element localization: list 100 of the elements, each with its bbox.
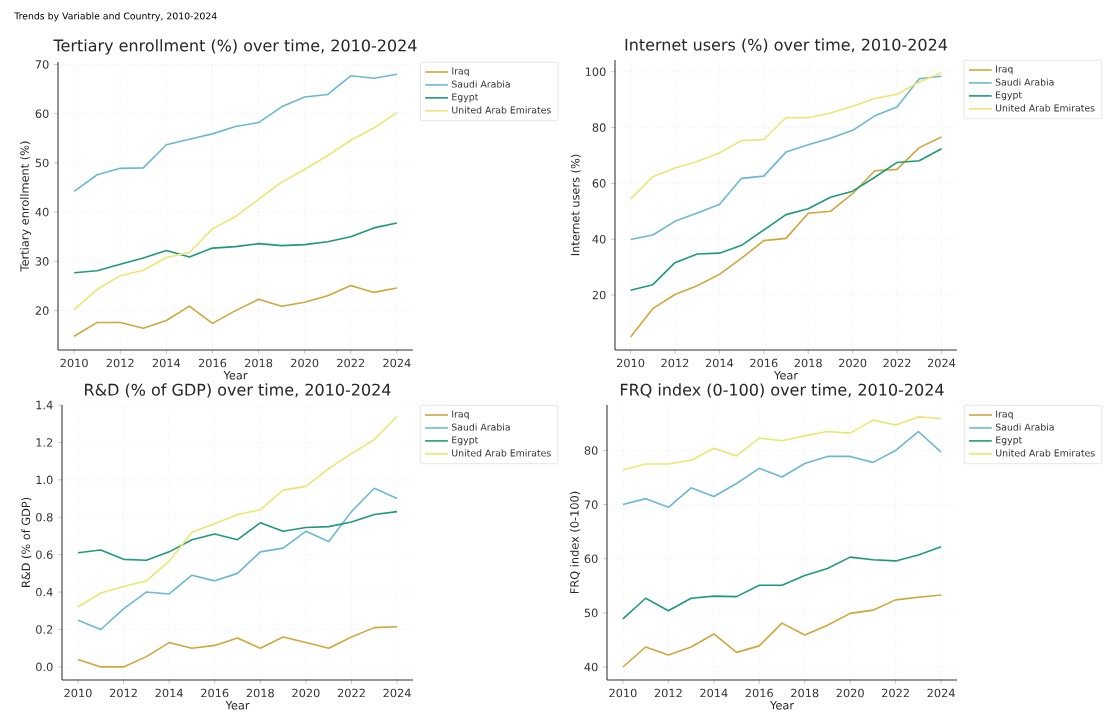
- x-tick-label: 2010: [616, 358, 645, 368]
- line-series: [77, 487, 398, 631]
- x-tick-label: 2024: [927, 688, 955, 698]
- line-series: [77, 510, 398, 562]
- x-tick-label: 2014: [705, 358, 734, 368]
- line-series: [73, 222, 398, 274]
- chart-title: FRQ index (0-100) over time, 2010-2024: [620, 383, 944, 398]
- chart-title: R&D (% of GDP) over time, 2010-2024: [85, 383, 391, 398]
- line-series: [622, 430, 942, 509]
- y-tick-label: 40: [592, 234, 606, 244]
- y-tick-label: 100: [585, 67, 606, 77]
- y-tick-label: 40: [35, 207, 49, 217]
- x-tick-label: 2024: [383, 358, 411, 368]
- x-tick-label: 2024: [927, 358, 956, 368]
- y-axis-title: Tertiary enrollment (%): [20, 141, 32, 272]
- line-series: [622, 594, 942, 668]
- x-tick-label: 2020: [291, 358, 319, 368]
- legend-label: Iraq: [996, 65, 1013, 75]
- x-tick-label: 2020: [839, 358, 867, 368]
- y-tick-label: 0.8: [36, 512, 53, 522]
- x-tick-label: 2010: [60, 358, 88, 368]
- y-tick-label: 0.0: [36, 662, 53, 672]
- y-tick-label: 60: [35, 109, 49, 118]
- y-tick-label: 1.4: [36, 400, 53, 410]
- legend-label: Iraq: [452, 67, 469, 77]
- legend-label: Saudi Arabia: [452, 80, 510, 88]
- legend-label: United Arab Emirates: [995, 104, 1095, 112]
- legend-label: United Arab Emirates: [452, 106, 551, 114]
- y-tick-label: 70: [35, 60, 49, 69]
- x-tick-label: 2012: [661, 358, 689, 368]
- x-axis-title: Year: [773, 371, 799, 380]
- legend-label: Saudi Arabia: [451, 423, 510, 431]
- y-tick-label: 50: [35, 158, 49, 168]
- y-tick-label: 40: [584, 662, 598, 672]
- x-tick-label: 2012: [654, 688, 682, 698]
- line-series: [73, 111, 398, 311]
- x-tick-label: 2010: [609, 688, 637, 698]
- x-tick-label: 2016: [198, 358, 227, 368]
- legend-label: Egypt: [996, 91, 1022, 101]
- y-tick-label: 0.4: [36, 587, 53, 597]
- x-tick-label: 2022: [882, 688, 909, 698]
- line-series: [629, 72, 943, 200]
- y-tick-label: 20: [35, 306, 49, 315]
- legend-label: Iraq: [996, 410, 1013, 420]
- y-axis-title: FRQ index (0-100): [569, 491, 581, 594]
- x-tick-label: 2012: [109, 688, 137, 698]
- y-tick-label: 1.2: [36, 438, 53, 447]
- x-tick-label: 2018: [246, 688, 274, 698]
- x-tick-label: 2018: [244, 358, 273, 368]
- y-axis-title: Internet users (%): [570, 154, 581, 256]
- line-series: [77, 625, 398, 668]
- line-series: [622, 416, 942, 471]
- x-tick-label: 2014: [152, 358, 181, 368]
- text: Trends by Variable and Country, 2010-2024: [14, 12, 217, 22]
- x-tick-label: 2014: [700, 688, 728, 698]
- line-series: [73, 284, 398, 338]
- legend-label: Iraq: [452, 410, 469, 420]
- x-tick-label: 2016: [750, 358, 778, 368]
- y-tick-label: 0.2: [36, 625, 53, 634]
- x-tick-label: 2022: [883, 358, 911, 368]
- x-tick-label: 2016: [745, 688, 773, 698]
- y-tick-label: 70: [584, 500, 598, 509]
- legend-label: Egypt: [996, 436, 1023, 446]
- x-axis-title: Year: [223, 371, 248, 380]
- x-tick-label: 2024: [383, 688, 411, 698]
- x-tick-label: 2022: [337, 358, 365, 368]
- x-tick-label: 2018: [791, 688, 819, 698]
- y-tick-label: 60: [592, 179, 606, 188]
- x-tick-label: 2014: [155, 688, 183, 698]
- legend-label: United Arab Emirates: [996, 449, 1095, 457]
- x-tick-label: 2016: [201, 688, 229, 698]
- x-axis-title: Year: [225, 701, 250, 710]
- legend-label: United Arab Emirates: [452, 449, 551, 457]
- x-tick-label: 2022: [337, 688, 365, 698]
- chart-title: Tertiary enrollment (%) over time, 2010-2024: [53, 39, 417, 55]
- legend-label: Egypt: [452, 436, 479, 446]
- line-series: [629, 136, 943, 338]
- line-series: [629, 75, 943, 241]
- x-axis-title: Year: [769, 701, 795, 710]
- x-tick-label: 2020: [836, 688, 864, 698]
- legend-label: Saudi Arabia: [995, 423, 1054, 431]
- y-tick-label: 80: [584, 446, 598, 455]
- legend-label: Saudi Arabia: [995, 78, 1054, 86]
- y-tick-label: 1.0: [36, 475, 53, 485]
- y-tick-label: 20: [592, 290, 606, 300]
- legend-label: Egypt: [452, 93, 479, 103]
- x-tick-label: 2010: [64, 688, 92, 698]
- y-tick-label: 30: [35, 257, 49, 266]
- x-tick-label: 2018: [794, 358, 822, 368]
- x-tick-label: 2012: [106, 358, 134, 368]
- line-series: [77, 415, 398, 608]
- y-axis-title: R&D (% of GDP): [21, 497, 32, 587]
- line-series: [622, 546, 942, 620]
- y-tick-label: 0.6: [36, 550, 53, 559]
- line-series: [73, 73, 398, 193]
- x-tick-label: 2020: [292, 688, 320, 698]
- y-tick-label: 80: [592, 123, 606, 132]
- y-tick-label: 50: [584, 608, 598, 618]
- chart-title: Internet users (%) over time, 2010-2024: [625, 38, 948, 53]
- y-tick-label: 60: [584, 554, 598, 564]
